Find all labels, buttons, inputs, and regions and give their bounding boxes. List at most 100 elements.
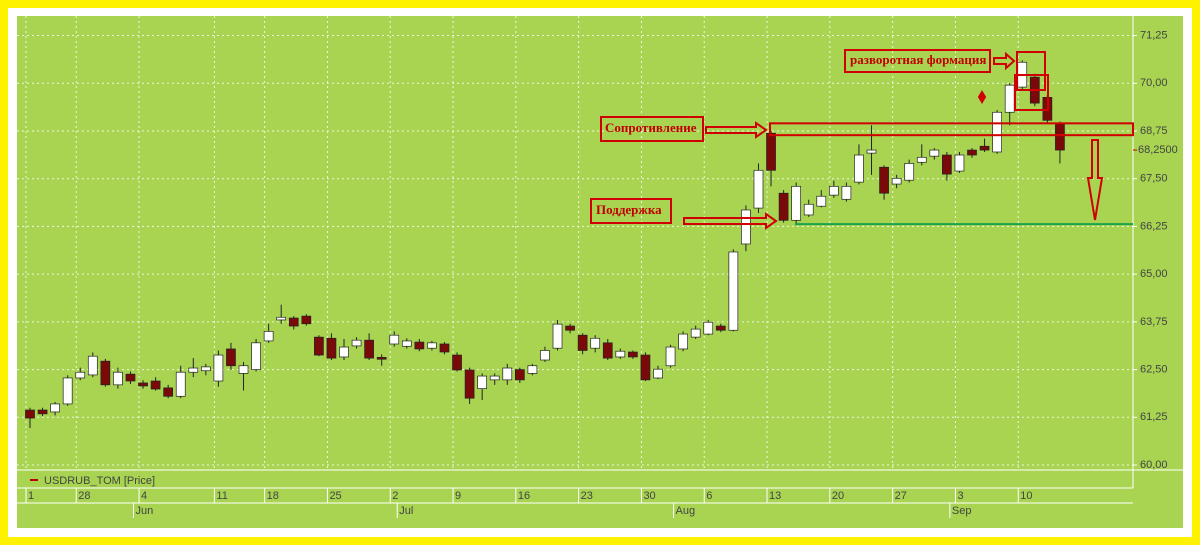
x-tick-label: 4 xyxy=(141,490,147,502)
candle-body xyxy=(489,375,500,381)
candle-body xyxy=(803,203,814,216)
candle-body xyxy=(1055,123,1065,151)
x-tick-label: 16 xyxy=(518,490,530,502)
candle-body xyxy=(427,342,437,349)
grid: 60,00 61,25 62,50 63,75 65,00 66,25 67,50 68,75… xyxy=(17,16,1168,518)
x-month-label: Aug xyxy=(676,505,696,517)
annotation-box xyxy=(600,116,704,142)
y-tick-label: 67,50 xyxy=(1140,173,1168,185)
candle-body xyxy=(653,368,663,379)
y-tick-label: 66,25 xyxy=(1140,220,1168,232)
candle-body xyxy=(866,149,877,154)
candle-body xyxy=(678,333,688,350)
candle-body xyxy=(339,346,349,358)
marker xyxy=(977,90,987,104)
x-tick-label: 30 xyxy=(643,490,655,502)
x-tick-label: 13 xyxy=(769,490,781,502)
candle-body xyxy=(854,154,864,183)
candle-body xyxy=(502,367,513,381)
candle-body xyxy=(967,149,977,156)
x-tick-label: 20 xyxy=(832,490,844,502)
candle-body xyxy=(125,373,136,382)
x-tick-label: 11 xyxy=(216,490,227,502)
x-tick-label: 6 xyxy=(706,490,712,502)
x-tick-label: 23 xyxy=(581,490,593,502)
annotation: Сопротивление xyxy=(605,120,697,135)
candle-body xyxy=(904,163,915,181)
y-tick-label: 63,75 xyxy=(1140,316,1168,328)
candle-body xyxy=(326,337,337,359)
arrow xyxy=(683,212,778,230)
x-tick-label: 9 xyxy=(455,490,461,502)
arrow xyxy=(1086,139,1104,221)
annotation-box xyxy=(844,49,991,73)
annotation-box xyxy=(590,198,672,224)
candle-body xyxy=(163,387,174,397)
candle-body xyxy=(778,192,789,221)
candle-body xyxy=(728,251,739,331)
candle-body xyxy=(87,355,98,376)
candle-body xyxy=(150,380,161,390)
candle-body xyxy=(389,334,400,345)
candle-body xyxy=(238,365,249,374)
candle-body xyxy=(577,334,588,351)
candle-body xyxy=(753,169,764,209)
x-tick-label: 27 xyxy=(895,490,907,502)
resistance-zone xyxy=(769,122,1134,137)
candle-body xyxy=(62,377,73,405)
candle-body xyxy=(200,366,211,372)
candle-body xyxy=(628,351,638,358)
y-tick-label: 71,25 xyxy=(1140,29,1168,41)
candle-body xyxy=(414,341,425,350)
candle-body xyxy=(590,337,601,349)
candle-body xyxy=(75,371,86,379)
candle-body xyxy=(138,382,148,387)
x-tick-label: 1 xyxy=(28,490,34,502)
candle-body xyxy=(351,339,362,347)
candle-body xyxy=(891,177,902,185)
candle-body xyxy=(376,356,387,360)
highlight-box xyxy=(1016,51,1046,91)
candle-body xyxy=(464,369,475,399)
candle-body xyxy=(879,166,889,194)
candle-body xyxy=(954,154,965,172)
arrow xyxy=(993,51,1016,71)
y-tick-label: 65,00 xyxy=(1140,268,1168,280)
candle-body xyxy=(439,343,450,353)
candle-body xyxy=(477,375,488,390)
x-tick-label: 10 xyxy=(1020,490,1032,502)
candle-body xyxy=(828,185,839,196)
candle-body xyxy=(841,185,852,200)
candle-body xyxy=(715,325,726,331)
arrow xyxy=(705,121,768,139)
candle-body xyxy=(100,360,111,386)
annotations xyxy=(590,49,1104,230)
x-month-label: Jun xyxy=(135,505,153,517)
candle-body xyxy=(766,132,776,171)
candle-body xyxy=(50,403,60,413)
candle-body xyxy=(288,317,299,327)
candle-body xyxy=(263,331,274,342)
candle-body xyxy=(816,195,827,207)
candle-body xyxy=(188,367,199,373)
candle-body xyxy=(314,336,324,356)
candle-body xyxy=(452,354,462,371)
candle-body xyxy=(929,149,940,157)
y-tick-label: 70,00 xyxy=(1140,77,1168,89)
candle-body xyxy=(942,154,952,175)
candle-body xyxy=(979,145,990,151)
candle-body xyxy=(113,371,123,386)
y-tick-label: 61,25 xyxy=(1140,411,1168,423)
candle-body xyxy=(527,365,538,374)
legend-label: USDRUB_TOM [Price] xyxy=(44,475,155,487)
candle-body xyxy=(665,346,676,367)
candle-body xyxy=(175,371,186,397)
candle-body xyxy=(615,350,626,358)
y-tick-label: 62,50 xyxy=(1140,363,1168,375)
candle-body xyxy=(690,328,701,338)
y-tick-label: 68,75 xyxy=(1140,125,1168,137)
candle-body xyxy=(251,342,261,370)
candle-body xyxy=(213,354,224,382)
candle-body xyxy=(37,409,48,415)
